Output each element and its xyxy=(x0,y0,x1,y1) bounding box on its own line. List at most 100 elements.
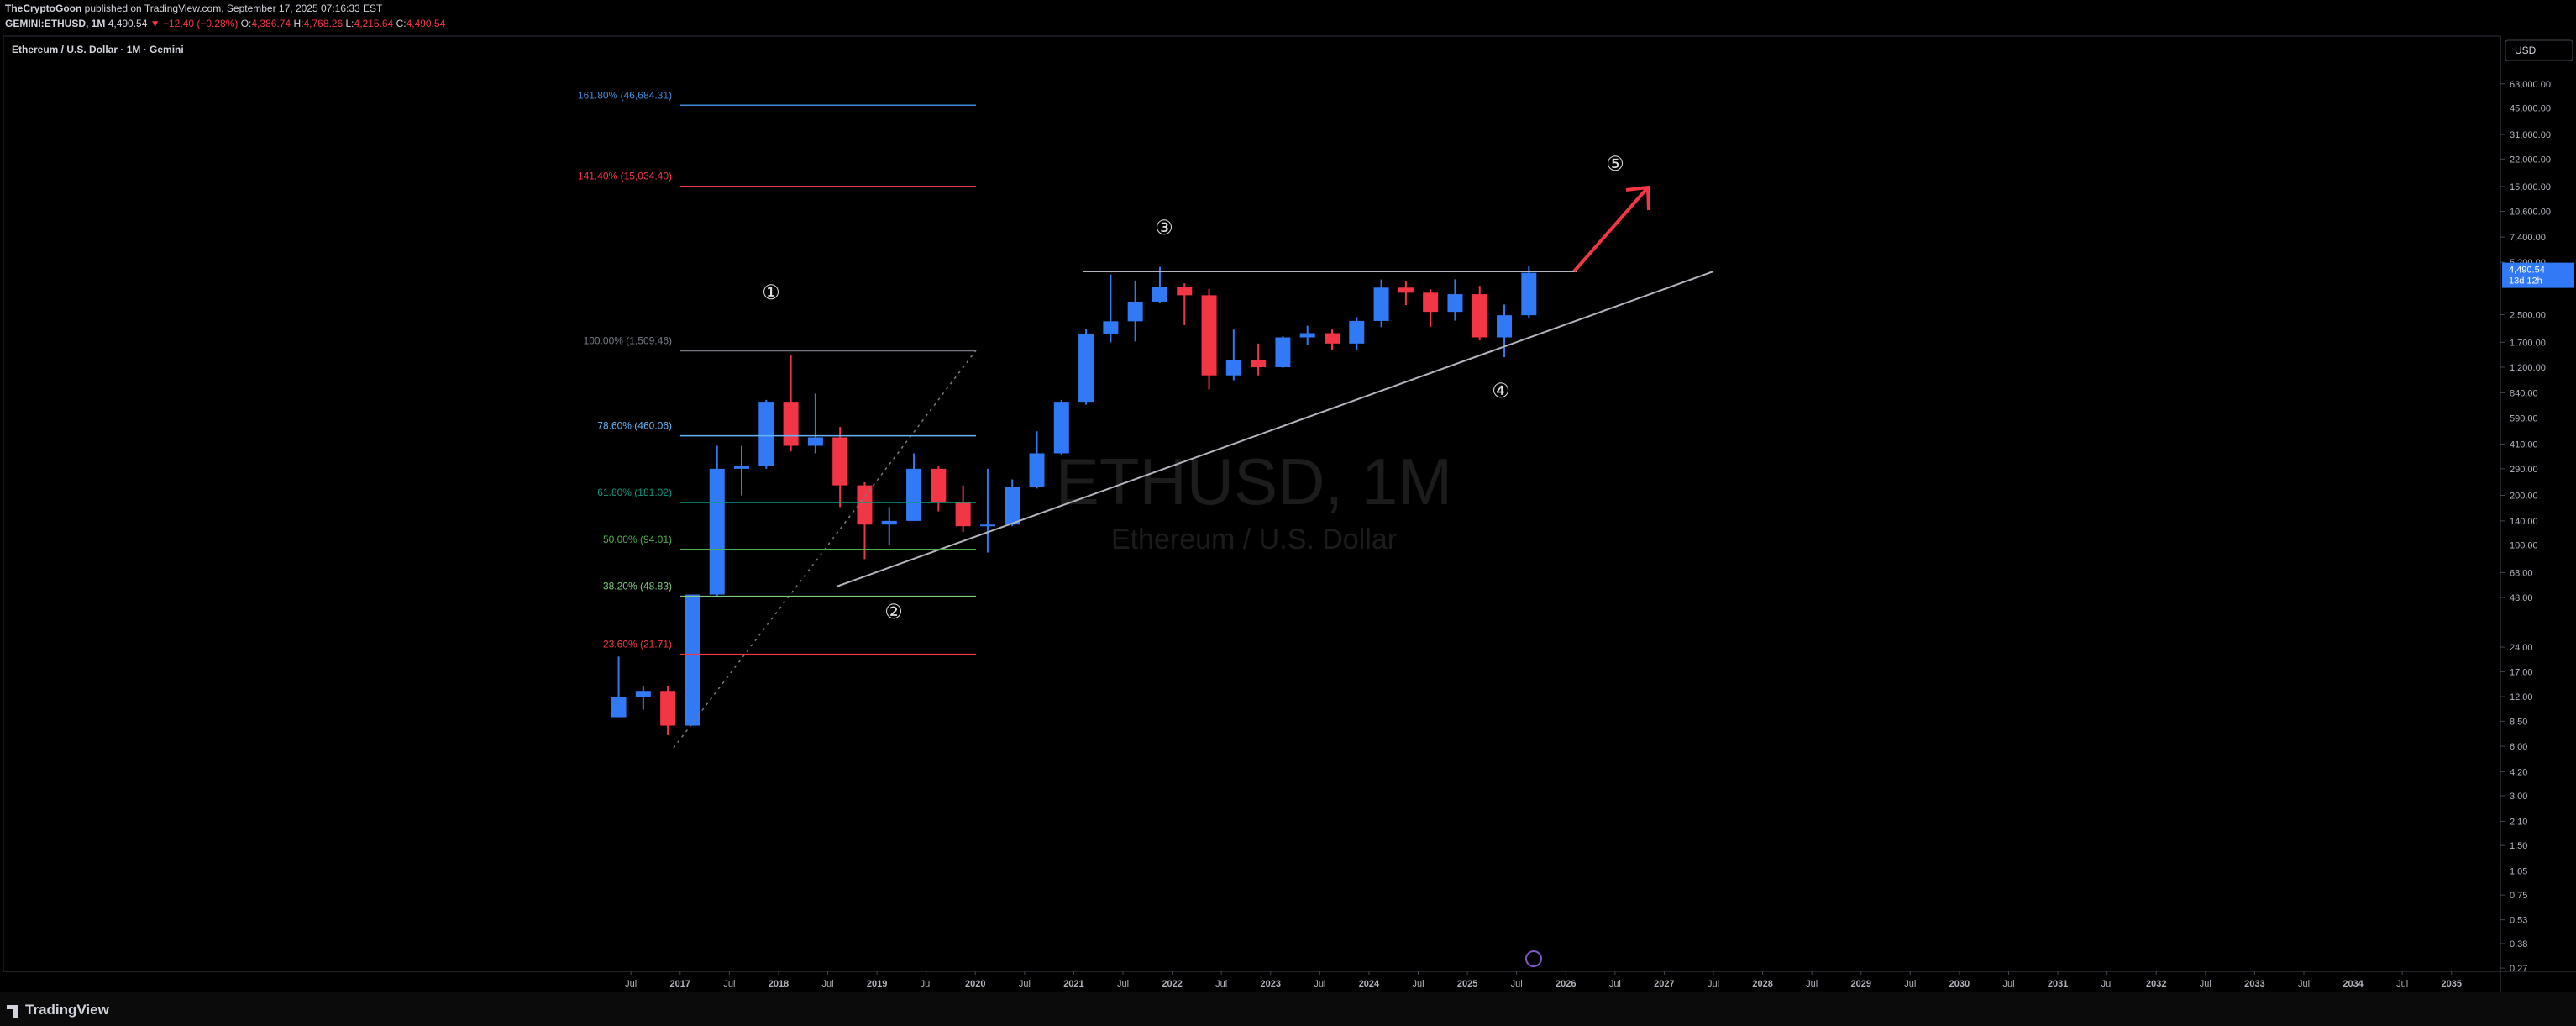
y-tick-label: 24.00 xyxy=(2510,643,2533,653)
candle-body xyxy=(1177,287,1193,296)
y-tick-label: 100.00 xyxy=(2510,541,2538,551)
x-tick-label: Jul xyxy=(1708,979,1719,989)
publish-line: TheCryptoGoon published on TradingView.c… xyxy=(5,3,383,14)
y-tick-label: 31,000.00 xyxy=(2510,130,2551,140)
candle-body xyxy=(1103,321,1119,334)
candle-body xyxy=(1201,295,1217,376)
y-tick-label: 10,600.00 xyxy=(2510,207,2551,217)
x-tick-label: Jul xyxy=(1609,979,1621,989)
x-tick-label: 2031 xyxy=(2048,979,2068,989)
last: 4,490.54 xyxy=(108,18,148,29)
x-tick-label: Jul xyxy=(1215,979,1227,989)
x-tick-label: Jul xyxy=(625,979,637,989)
x-tick-label: 2034 xyxy=(2343,979,2364,989)
candle-body xyxy=(979,524,995,527)
x-tick-label: Jul xyxy=(2002,979,2014,989)
candle-body xyxy=(611,697,627,718)
price-box xyxy=(2502,262,2574,288)
candle-body xyxy=(783,402,799,446)
wave-label: ① xyxy=(762,281,780,304)
y-tick-label: 0.75 xyxy=(2510,891,2527,901)
x-tick-label: Jul xyxy=(1511,979,1523,989)
o-label: O: xyxy=(241,18,252,29)
candle-body xyxy=(758,402,774,466)
close: 4,490.54 xyxy=(407,18,446,29)
symbol-line: GEMINI:ETHUSD, 1M 4,490.54 ▼ −12.40 (−0.… xyxy=(5,18,446,29)
y-tick-label: 8.50 xyxy=(2510,717,2527,727)
y-tick-label: 17.00 xyxy=(2510,667,2533,677)
candle-body xyxy=(857,485,873,525)
currency[interactable]: USD xyxy=(2515,45,2537,56)
x-tick-label: Jul xyxy=(1117,979,1129,989)
x-tick-label: 2026 xyxy=(1556,979,1576,989)
candle-body xyxy=(1251,360,1267,367)
price-box-price: 4,490.54 xyxy=(2509,266,2545,276)
x-tick-label: 2022 xyxy=(1162,979,1182,989)
candle-body xyxy=(955,502,971,527)
watermark-symbol: ETHUSD, 1M xyxy=(1056,445,1452,518)
x-tick-label: 2017 xyxy=(670,979,690,989)
y-tick-label: 3.00 xyxy=(2510,792,2527,802)
y-tick-label: 1,700.00 xyxy=(2510,338,2546,348)
footer-bar xyxy=(0,992,2576,1026)
x-tick-label: 2020 xyxy=(965,979,985,989)
candle-body xyxy=(1447,294,1463,313)
fib-label: 38.20% (48.83) xyxy=(603,581,672,592)
x-tick-label: Jul xyxy=(2298,979,2310,989)
y-tick-label: 840.00 xyxy=(2510,388,2538,398)
x-tick-label: Jul xyxy=(921,979,932,989)
candle-body xyxy=(906,468,922,521)
y-tick-label: 590.00 xyxy=(2510,413,2538,424)
high: 4,768.26 xyxy=(303,18,343,29)
event-icon[interactable] xyxy=(1525,950,1542,967)
y-tick-label: 140.00 xyxy=(2510,517,2538,527)
x-tick-label: 2018 xyxy=(769,979,789,989)
candle-body xyxy=(1472,294,1487,338)
y-tick-label: 48.00 xyxy=(2510,593,2533,603)
price-box-countdown: 13d 12h xyxy=(2509,276,2542,287)
plot xyxy=(611,266,1537,735)
currency-button[interactable] xyxy=(2505,39,2573,61)
fib-label: 100.00% (1,509.46) xyxy=(584,334,672,346)
x-tick-label: 2035 xyxy=(2442,979,2462,989)
candle-body xyxy=(807,437,823,446)
candle-body xyxy=(1053,402,1069,454)
x-tick-label: Jul xyxy=(1412,979,1424,989)
candle-body xyxy=(1225,360,1241,376)
target-arrow xyxy=(1572,185,1650,273)
x-tick-label: Jul xyxy=(1806,979,1818,989)
x-tick-label: Jul xyxy=(821,979,833,989)
candle-body xyxy=(734,466,750,469)
x-tick-label: 2028 xyxy=(1752,979,1772,989)
candle-body xyxy=(1398,287,1414,293)
symbol: GEMINI:ETHUSD, 1M xyxy=(5,18,105,29)
x-tick-label: 2023 xyxy=(1261,979,1281,989)
x-tick-label: 2019 xyxy=(867,979,887,989)
y-tick-label: 7,400.00 xyxy=(2510,233,2546,243)
candle-body xyxy=(1521,272,1537,316)
fib-label: 23.60% (21.71) xyxy=(603,639,672,650)
x-tick-label: 2027 xyxy=(1654,979,1674,989)
fib-label: 78.60% (460.06) xyxy=(597,420,672,432)
y-tick-label: 200.00 xyxy=(2510,492,2538,502)
candle-body xyxy=(1349,320,1365,344)
x-tick-label: Jul xyxy=(1904,979,1916,989)
x-tick-label: Jul xyxy=(2101,979,2113,989)
wave-label: ⑤ xyxy=(1606,153,1624,176)
candle-body xyxy=(1373,287,1389,321)
x-tick-label: Jul xyxy=(2200,979,2211,989)
fib-label: 50.00% (94.01) xyxy=(603,534,672,545)
x-tick-label: 2021 xyxy=(1063,979,1083,989)
wave-label: ③ xyxy=(1155,217,1173,239)
candle-body xyxy=(635,691,651,697)
open: 4,386.74 xyxy=(251,18,291,29)
support-trendline xyxy=(836,271,1714,587)
x-tick-label: 2030 xyxy=(1949,979,1970,989)
change: ▼ −12.40 (−0.28%) xyxy=(150,18,239,29)
candle-body xyxy=(881,520,897,525)
h-label: H: xyxy=(293,18,303,29)
y-tick-label: 410.00 xyxy=(2510,439,2538,450)
